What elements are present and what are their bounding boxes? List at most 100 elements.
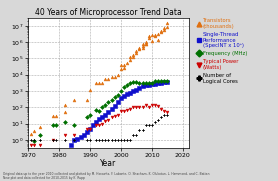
Point [165, 81, 170, 84]
Point [119, 138, 123, 141]
Point [147, 124, 151, 127]
Point [38, 126, 43, 129]
Point [147, 106, 151, 109]
Point [140, 85, 145, 88]
Point [103, 119, 108, 122]
Point [147, 83, 151, 86]
Point [140, 82, 145, 85]
Point [134, 51, 138, 54]
Point [162, 80, 167, 83]
Point [147, 35, 151, 38]
Point [143, 41, 148, 44]
Point [159, 29, 163, 32]
Point [94, 109, 98, 112]
Point [128, 108, 132, 110]
Point [78, 136, 83, 138]
Text: New plot and data collected for 2010-2015 by K. Rupp: New plot and data collected for 2010-201… [3, 176, 85, 180]
Point [143, 124, 148, 127]
Point [63, 110, 67, 113]
Point [97, 118, 101, 121]
Point [156, 80, 160, 83]
Point [109, 98, 114, 101]
Point [38, 143, 43, 146]
Point [162, 27, 167, 30]
Point [147, 82, 151, 85]
Point [109, 138, 114, 141]
Point [119, 110, 123, 112]
Point [72, 134, 76, 136]
Point [153, 34, 157, 37]
Point [32, 140, 36, 143]
Point [159, 30, 163, 33]
Point [100, 116, 105, 119]
Point [159, 116, 163, 119]
Point [106, 111, 111, 114]
Point [88, 138, 92, 141]
Point [85, 138, 89, 141]
Point [53, 115, 58, 117]
Point [72, 138, 76, 141]
Point [85, 99, 89, 102]
Point [103, 113, 108, 116]
Point [122, 110, 126, 112]
Point [165, 113, 170, 116]
Point [106, 138, 111, 141]
Point [137, 47, 142, 50]
Point [109, 116, 114, 119]
Point [165, 79, 170, 82]
Point [63, 121, 67, 124]
Point [119, 90, 123, 92]
Point [115, 93, 120, 96]
Point [50, 115, 55, 117]
Point [112, 114, 117, 117]
Point [162, 81, 167, 84]
Point [38, 134, 43, 136]
Point [88, 114, 92, 117]
Point [115, 74, 120, 77]
Point [32, 130, 36, 132]
Point [63, 134, 67, 136]
Point [137, 129, 142, 132]
Point [131, 53, 135, 56]
Point [150, 40, 154, 43]
Point [137, 106, 142, 109]
Point [125, 84, 129, 87]
Point [162, 113, 167, 116]
Point [159, 80, 163, 83]
Point [147, 36, 151, 39]
Point [109, 75, 114, 78]
Point [100, 106, 105, 109]
Point [150, 34, 154, 37]
Point [122, 63, 126, 66]
Legend: Transistors
(thousands), Single-Thread
Performance
(SpecINT x 10³), Frequency (M: Transistors (thousands), Single-Thread P… [197, 18, 247, 84]
Point [81, 134, 86, 136]
Point [85, 127, 89, 130]
Point [50, 138, 55, 141]
Point [134, 105, 138, 108]
Point [75, 137, 80, 140]
Point [128, 91, 132, 94]
Point [100, 122, 105, 125]
Point [165, 26, 170, 29]
Point [94, 82, 98, 85]
Point [85, 131, 89, 134]
Point [119, 67, 123, 70]
Point [112, 105, 117, 108]
Point [106, 77, 111, 80]
Point [134, 49, 138, 52]
Point [94, 121, 98, 124]
Point [131, 90, 135, 92]
Point [156, 105, 160, 108]
Point [122, 138, 126, 141]
Point [53, 138, 58, 141]
Point [143, 84, 148, 87]
Point [140, 129, 145, 132]
Point [156, 33, 160, 36]
Point [128, 82, 132, 85]
Point [122, 67, 126, 70]
Point [100, 82, 105, 85]
Point [137, 82, 142, 85]
Point [63, 138, 67, 141]
Point [97, 138, 101, 141]
Point [72, 138, 76, 141]
